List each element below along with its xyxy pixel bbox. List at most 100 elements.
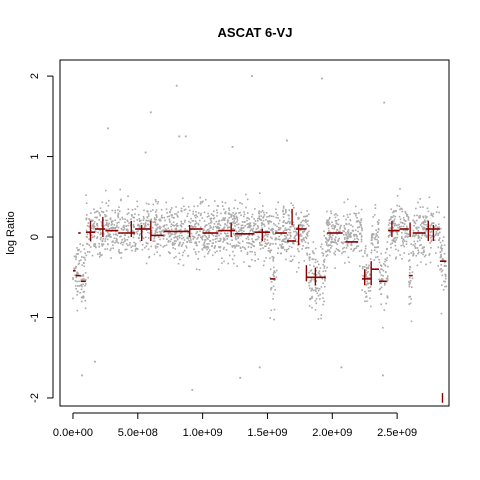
data-point [229, 243, 232, 245]
data-point [304, 247, 307, 249]
data-point [229, 213, 231, 216]
x-tick-label: 2.5e+09 [377, 427, 417, 439]
data-point [380, 274, 383, 276]
data-point [96, 210, 99, 212]
data-point [85, 217, 88, 220]
data-point [98, 212, 100, 214]
data-point [196, 238, 198, 240]
data-point [83, 290, 86, 293]
data-point [303, 260, 306, 262]
data-point [288, 245, 291, 248]
outlier-point [184, 135, 187, 138]
data-point [366, 271, 368, 274]
data-point [420, 261, 422, 263]
data-point [430, 237, 432, 239]
data-point [159, 220, 161, 222]
data-point [185, 245, 187, 247]
data-point [198, 241, 201, 243]
data-point [282, 209, 284, 212]
outlier-point [258, 366, 261, 369]
data-point [435, 211, 438, 213]
data-point [314, 247, 317, 250]
data-point [218, 246, 220, 248]
data-point [356, 237, 358, 240]
data-point [365, 273, 367, 276]
data-point [401, 237, 403, 239]
data-point [114, 211, 117, 214]
data-point [376, 221, 379, 223]
data-point [214, 200, 216, 202]
data-point [304, 241, 307, 243]
data-point [417, 231, 419, 233]
data-point [263, 235, 265, 237]
data-point [255, 238, 258, 241]
data-point [264, 245, 266, 248]
data-point [347, 229, 350, 231]
data-point [434, 239, 436, 241]
data-point [126, 213, 129, 215]
data-point [145, 219, 147, 222]
data-point [323, 230, 325, 233]
data-point [93, 221, 96, 223]
data-point [179, 232, 182, 235]
data-point [78, 260, 81, 262]
data-point [350, 242, 353, 244]
data-point [94, 211, 96, 214]
data-point [307, 225, 310, 227]
data-point [152, 209, 154, 211]
data-point [366, 300, 368, 302]
data-point [292, 221, 294, 224]
data-point [354, 205, 357, 208]
data-point [422, 227, 424, 229]
data-point [246, 198, 249, 201]
data-point [403, 252, 405, 254]
data-point [106, 222, 108, 224]
data-point [355, 212, 358, 215]
data-point [366, 276, 368, 279]
data-point [110, 257, 112, 259]
data-point [315, 274, 318, 276]
data-point [223, 219, 226, 221]
data-point [178, 236, 181, 239]
data-point [77, 263, 80, 266]
data-point [196, 215, 198, 218]
data-point [93, 225, 95, 227]
data-point [254, 220, 257, 222]
data-point [440, 253, 442, 256]
data-point [406, 213, 408, 216]
data-point [182, 223, 185, 225]
data-point [117, 242, 120, 244]
data-point [75, 276, 78, 279]
data-point [328, 223, 331, 225]
data-point [143, 209, 145, 212]
data-point [195, 222, 198, 224]
data-point [223, 246, 225, 249]
data-point [419, 206, 422, 208]
data-point [104, 248, 106, 250]
data-point [131, 209, 134, 211]
data-point [342, 242, 344, 245]
data-point [429, 261, 432, 264]
data-point [133, 216, 135, 219]
data-point [74, 280, 77, 282]
data-point [311, 295, 313, 298]
data-point [440, 228, 442, 230]
data-point [182, 236, 185, 239]
data-point [226, 222, 229, 224]
data-point [289, 222, 291, 225]
data-point [279, 227, 282, 229]
data-point [234, 213, 236, 216]
data-point [254, 223, 257, 225]
data-point [246, 223, 248, 226]
data-point [317, 318, 320, 320]
data-point [138, 220, 141, 222]
data-point [232, 227, 234, 230]
data-point [252, 227, 254, 230]
data-point [330, 241, 332, 244]
data-point [412, 252, 415, 255]
data-point [170, 233, 172, 235]
data-point [282, 205, 285, 208]
data-point [325, 222, 328, 224]
data-point [152, 203, 154, 206]
data-point [97, 253, 99, 255]
